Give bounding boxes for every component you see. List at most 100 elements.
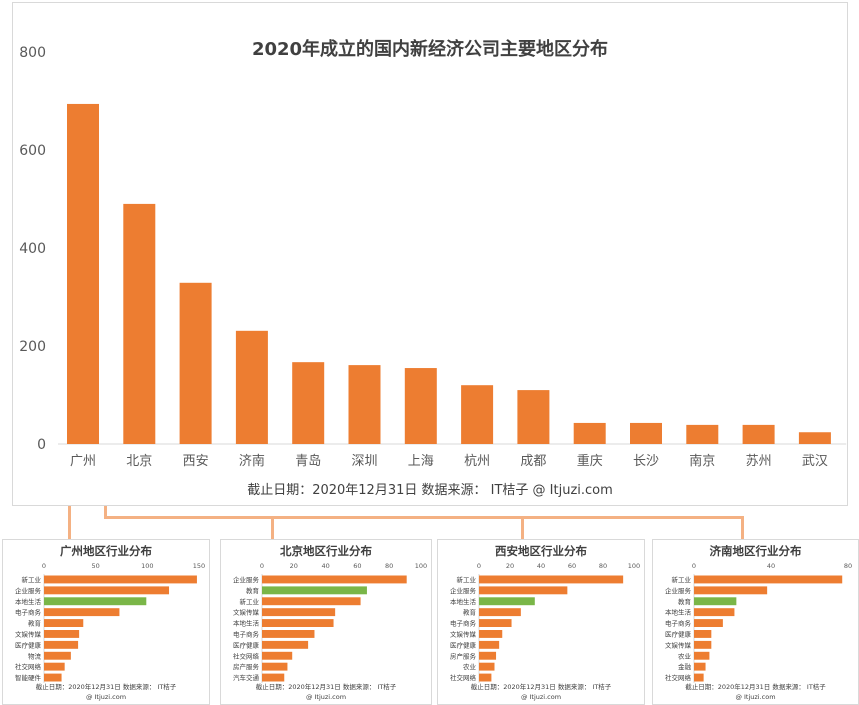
bar-文娱传媒 xyxy=(479,630,503,638)
y-tick-label: 电子商务 xyxy=(15,608,42,617)
main-chart-footer: 截止日期：2020年12月31日 数据来源： IT桔子 @ Itjuzi.com xyxy=(247,483,613,498)
y-tick-label: 企业服务 xyxy=(450,586,477,595)
x-tick-label: 60 xyxy=(353,562,361,570)
x-tick-label: 武汉 xyxy=(802,454,828,469)
x-tick-label: 北京 xyxy=(126,454,152,469)
small-chart-footer-source: @ Itjuzi.com xyxy=(735,693,775,701)
small-chart-footer: 截止日期：2020年12月31日 数据来源： IT桔子 xyxy=(471,682,612,691)
bar-医疗健康 xyxy=(694,630,712,638)
y-tick-label: 教育 xyxy=(246,586,260,595)
small-chart-footer-source: @ Itjuzi.com xyxy=(306,693,346,701)
bar-汽车交通 xyxy=(262,673,285,682)
small-chart-plot: 广州地区行业分布 0 50 100 150 新工业企业服务本地生活电子商务教育文娱传媒医疗… xyxy=(15,544,205,701)
y-tick-label: 教育 xyxy=(678,597,692,606)
bar-教育 xyxy=(262,586,367,595)
bar-企业服务 xyxy=(694,586,768,595)
bar-电子商务 xyxy=(479,619,512,627)
bar-文娱传媒 xyxy=(694,640,712,649)
x-tick-label: 40 xyxy=(537,562,545,570)
bar-医疗健康 xyxy=(44,640,79,649)
bar-房产服务 xyxy=(262,662,288,671)
x-tick-label: 50 xyxy=(92,562,100,570)
y-tick-label: 农业 xyxy=(463,662,477,671)
x-tick-label: 100 xyxy=(628,562,640,570)
y-tick-label: 本地生活 xyxy=(233,619,260,628)
bar-社交网络 xyxy=(694,673,704,682)
y-tick-label: 本地生活 xyxy=(15,597,42,606)
y-tick-label: 医疗健康 xyxy=(233,640,260,649)
y-tick-label: 企业服务 xyxy=(15,586,42,595)
small-chart-title: 济南地区行业分布 xyxy=(710,544,802,558)
y-tick-label: 0 xyxy=(37,437,46,453)
x-tick-label: 20 xyxy=(506,562,514,570)
bar-社交网络 xyxy=(262,651,293,660)
y-tick-label: 农业 xyxy=(678,651,692,660)
x-tick-label: 青岛 xyxy=(295,453,321,469)
bar-企业服务 xyxy=(262,575,407,584)
x-tick-label: 40 xyxy=(767,562,775,570)
beijing-chart: 北京地区行业分布 0 20 40 60 80 100 企业服务 教育 新工业 文娱传媒 本地生活 电子商… xyxy=(220,539,432,705)
x-tick-label: 杭州 xyxy=(464,454,490,469)
connector-line xyxy=(104,516,744,519)
y-tick-label: 文娱传媒 xyxy=(233,608,260,617)
x-tick-label: 成都 xyxy=(520,454,546,469)
jinan-chart: 济南地区行业分布 0 40 80 新工业 企业服务 教育 本地生活 电子商务 医疗健康 文娱传媒 农业… xyxy=(652,539,859,705)
bar-新工业 xyxy=(262,597,361,606)
bar-医疗健康 xyxy=(479,640,500,649)
y-tick-label: 800 xyxy=(19,45,46,61)
main-chart-title: 2020年成立的国内新经济公司主要地区分布 xyxy=(251,39,609,60)
bar-南京 xyxy=(686,424,719,444)
small-chart-footer: 截止日期：2020年12月31日 数据来源： IT桔子 xyxy=(685,682,826,691)
bar-本地生活 xyxy=(262,619,334,627)
y-tick-label: 社交网络 xyxy=(450,673,477,682)
y-tick-label: 医疗健康 xyxy=(15,640,42,649)
y-tick-label: 电子商务 xyxy=(665,619,692,628)
bar-杭州 xyxy=(461,385,494,444)
bar-本地生活 xyxy=(694,608,735,617)
x-tick-label: 上海 xyxy=(408,454,434,469)
x-tick-label: 0 xyxy=(42,562,46,570)
x-tick-label: 深圳 xyxy=(351,454,377,469)
bar-教育 xyxy=(44,619,84,627)
y-tick-label: 房产服务 xyxy=(233,662,260,671)
bar-金融 xyxy=(694,662,706,671)
x-tick-label: 苏州 xyxy=(746,453,772,469)
small-chart-plot: 济南地区行业分布 0 40 80 新工业企业服务教育本地生活电子商务医疗健康文娱传媒农业… xyxy=(665,544,852,701)
bar-济南 xyxy=(235,330,268,444)
y-tick-label: 电子商务 xyxy=(233,630,260,639)
x-tick-label: 南京 xyxy=(689,453,715,469)
bar-广州 xyxy=(67,103,99,444)
y-tick-label: 文娱传媒 xyxy=(450,630,477,639)
bar-本地生活 xyxy=(44,597,147,606)
small-chart-plot: 西安地区行业分布 0 20 40 60 80 100 新工业企业服务本地生活教育电子商务文娱传… xyxy=(450,544,640,701)
small-chart-title: 西安地区行业分布 xyxy=(495,544,587,558)
y-tick-label: 教育 xyxy=(28,619,42,628)
bar-上海 xyxy=(404,368,437,444)
y-tick-label: 汽车交通 xyxy=(233,673,260,682)
small-chart-title: 广州地区行业分布 xyxy=(60,544,152,558)
connector-line xyxy=(104,505,107,518)
x-tick-label: 100 xyxy=(415,562,427,570)
y-tick-label: 医疗健康 xyxy=(665,630,692,639)
y-tick-label: 新工业 xyxy=(22,575,42,584)
bar-医疗健康 xyxy=(262,640,309,649)
bar-农业 xyxy=(694,651,710,660)
connector-line xyxy=(271,516,274,539)
bar-新工业 xyxy=(694,575,843,584)
small-chart-footer: 截止日期：2020年12月31日 数据来源： IT桔子 xyxy=(36,682,177,691)
x-tick-label: 60 xyxy=(568,562,576,570)
y-tick-label: 200 xyxy=(19,339,46,355)
y-tick-label: 智能硬件 xyxy=(15,673,42,682)
x-tick-label: 150 xyxy=(193,562,205,570)
bar-企业服务 xyxy=(44,586,170,595)
bar-苏州 xyxy=(742,424,775,444)
bar-成都 xyxy=(517,390,550,444)
bar-新工业 xyxy=(44,575,197,584)
y-tick-label: 社交网络 xyxy=(233,651,260,660)
bar-电子商务 xyxy=(262,630,315,638)
y-tick-label: 400 xyxy=(19,241,46,257)
bar-社交网络 xyxy=(479,673,492,682)
y-tick-label: 600 xyxy=(19,143,46,159)
x-tick-label: 80 xyxy=(599,562,607,570)
x-tick-label: 重庆 xyxy=(577,453,603,469)
